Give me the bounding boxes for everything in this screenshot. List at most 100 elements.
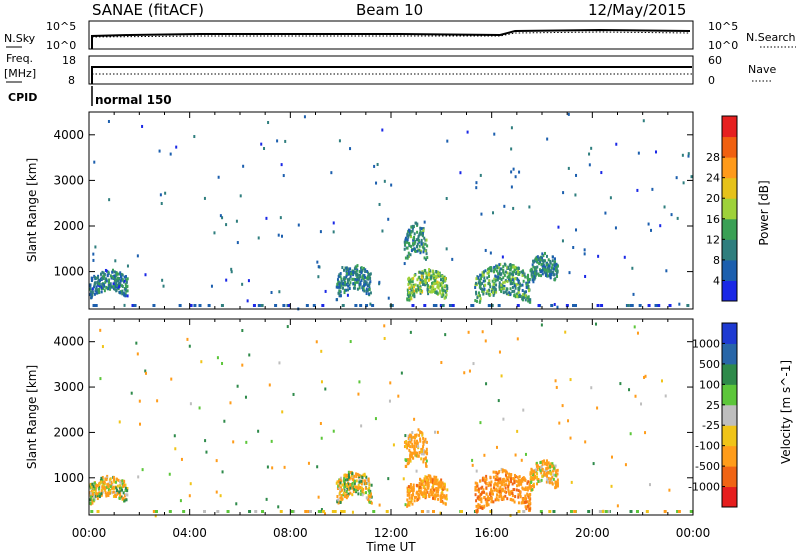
velocity-echo (432, 483, 435, 487)
power-echo (109, 284, 112, 288)
power-echo (524, 290, 527, 294)
power-echo (220, 304, 224, 307)
velocity-echo (432, 488, 435, 492)
velocity-echo (414, 436, 417, 440)
power-echo (260, 142, 263, 146)
velocity-echo (481, 505, 484, 509)
velocity-echo (569, 436, 572, 440)
power-echo (344, 277, 347, 281)
velocity-echo (513, 488, 516, 492)
velocity-echo (355, 472, 358, 476)
power-echo (337, 285, 340, 289)
velocity-echo (409, 459, 412, 463)
power-echo (416, 278, 419, 282)
velocity-echo (479, 498, 482, 502)
power-echo (423, 269, 426, 273)
nave-tick-top: 60 (708, 54, 722, 67)
power-echo (359, 275, 362, 279)
power-echo (609, 196, 612, 200)
power-echo (418, 275, 421, 279)
velocity-echo (477, 506, 480, 510)
velocity-echo (235, 502, 238, 506)
power-echo (420, 274, 423, 278)
power-echo (418, 248, 421, 252)
velocity-echo (527, 480, 530, 484)
velocity-echo (437, 497, 440, 501)
velocity-echo (524, 494, 527, 498)
power-echo (554, 267, 557, 271)
power-echo (532, 271, 535, 275)
velocity-echo (531, 477, 534, 481)
power-echo (448, 304, 452, 307)
velocity-echo (96, 497, 99, 501)
power-echo (481, 281, 484, 285)
velocity-echo (531, 473, 534, 477)
power-echo (551, 259, 554, 263)
velocity-echo (98, 495, 101, 499)
power-echo (423, 256, 426, 260)
velocity-echo (523, 487, 526, 491)
velocity-echo (554, 379, 557, 383)
velocity-echo (406, 486, 409, 490)
power-echo (513, 282, 516, 286)
power-echo (654, 150, 657, 154)
velocity-echo (422, 452, 425, 456)
velocity-echo (91, 482, 94, 486)
velocity-echo (496, 493, 499, 497)
velocity-echo (485, 482, 488, 486)
velocity-echo (595, 322, 598, 326)
power-echo (531, 275, 534, 279)
velocity-echo (515, 479, 518, 483)
velocity-echo (474, 493, 477, 497)
velocity-echo (474, 481, 477, 485)
power-echo (415, 289, 418, 293)
power-echo (548, 271, 551, 275)
power-echo (557, 225, 560, 229)
power-echo (410, 249, 413, 253)
power-echo (414, 249, 417, 253)
velocity-echo (519, 493, 522, 497)
power-echo (408, 244, 411, 248)
power-echo (445, 197, 448, 201)
power-echo (494, 288, 497, 292)
power-echo (355, 265, 358, 269)
power-echo (110, 276, 113, 280)
power-echo (534, 269, 537, 273)
power-echo (629, 304, 633, 307)
velocity-echo (419, 439, 422, 443)
velocity-echo (93, 481, 96, 485)
power-echo (119, 275, 122, 279)
power-echo (110, 285, 113, 289)
power-echo (495, 275, 498, 279)
velocity-echo (95, 485, 98, 489)
velocity-echo (116, 484, 119, 488)
velocity-echo (351, 486, 354, 490)
power-echo (480, 277, 483, 281)
velocity-echo (536, 477, 539, 481)
power-echo (407, 279, 410, 283)
power-echo (600, 171, 603, 175)
power-echo (90, 296, 93, 300)
power-echo (362, 287, 365, 291)
power-ytick-label: 2000 (53, 219, 84, 233)
velocity-echo (104, 487, 107, 491)
power-echo (105, 277, 108, 281)
power-echo (553, 278, 556, 282)
power-echo (410, 225, 413, 229)
power-echo (100, 272, 103, 276)
velocity-echo (349, 340, 352, 344)
power-echo (434, 282, 437, 286)
power-echo (518, 272, 521, 276)
power-echo (406, 298, 409, 302)
power-echo (305, 304, 309, 307)
velocity-echo (439, 480, 442, 484)
velocity-echo (89, 483, 92, 487)
velocity-echo (538, 465, 541, 469)
power-echo (158, 149, 161, 153)
velocity-echo (144, 369, 147, 373)
power-echo (502, 291, 505, 295)
velocity-echo (415, 469, 418, 473)
power-echo (115, 279, 118, 283)
power-echo (365, 281, 368, 285)
power-echo (426, 287, 429, 291)
